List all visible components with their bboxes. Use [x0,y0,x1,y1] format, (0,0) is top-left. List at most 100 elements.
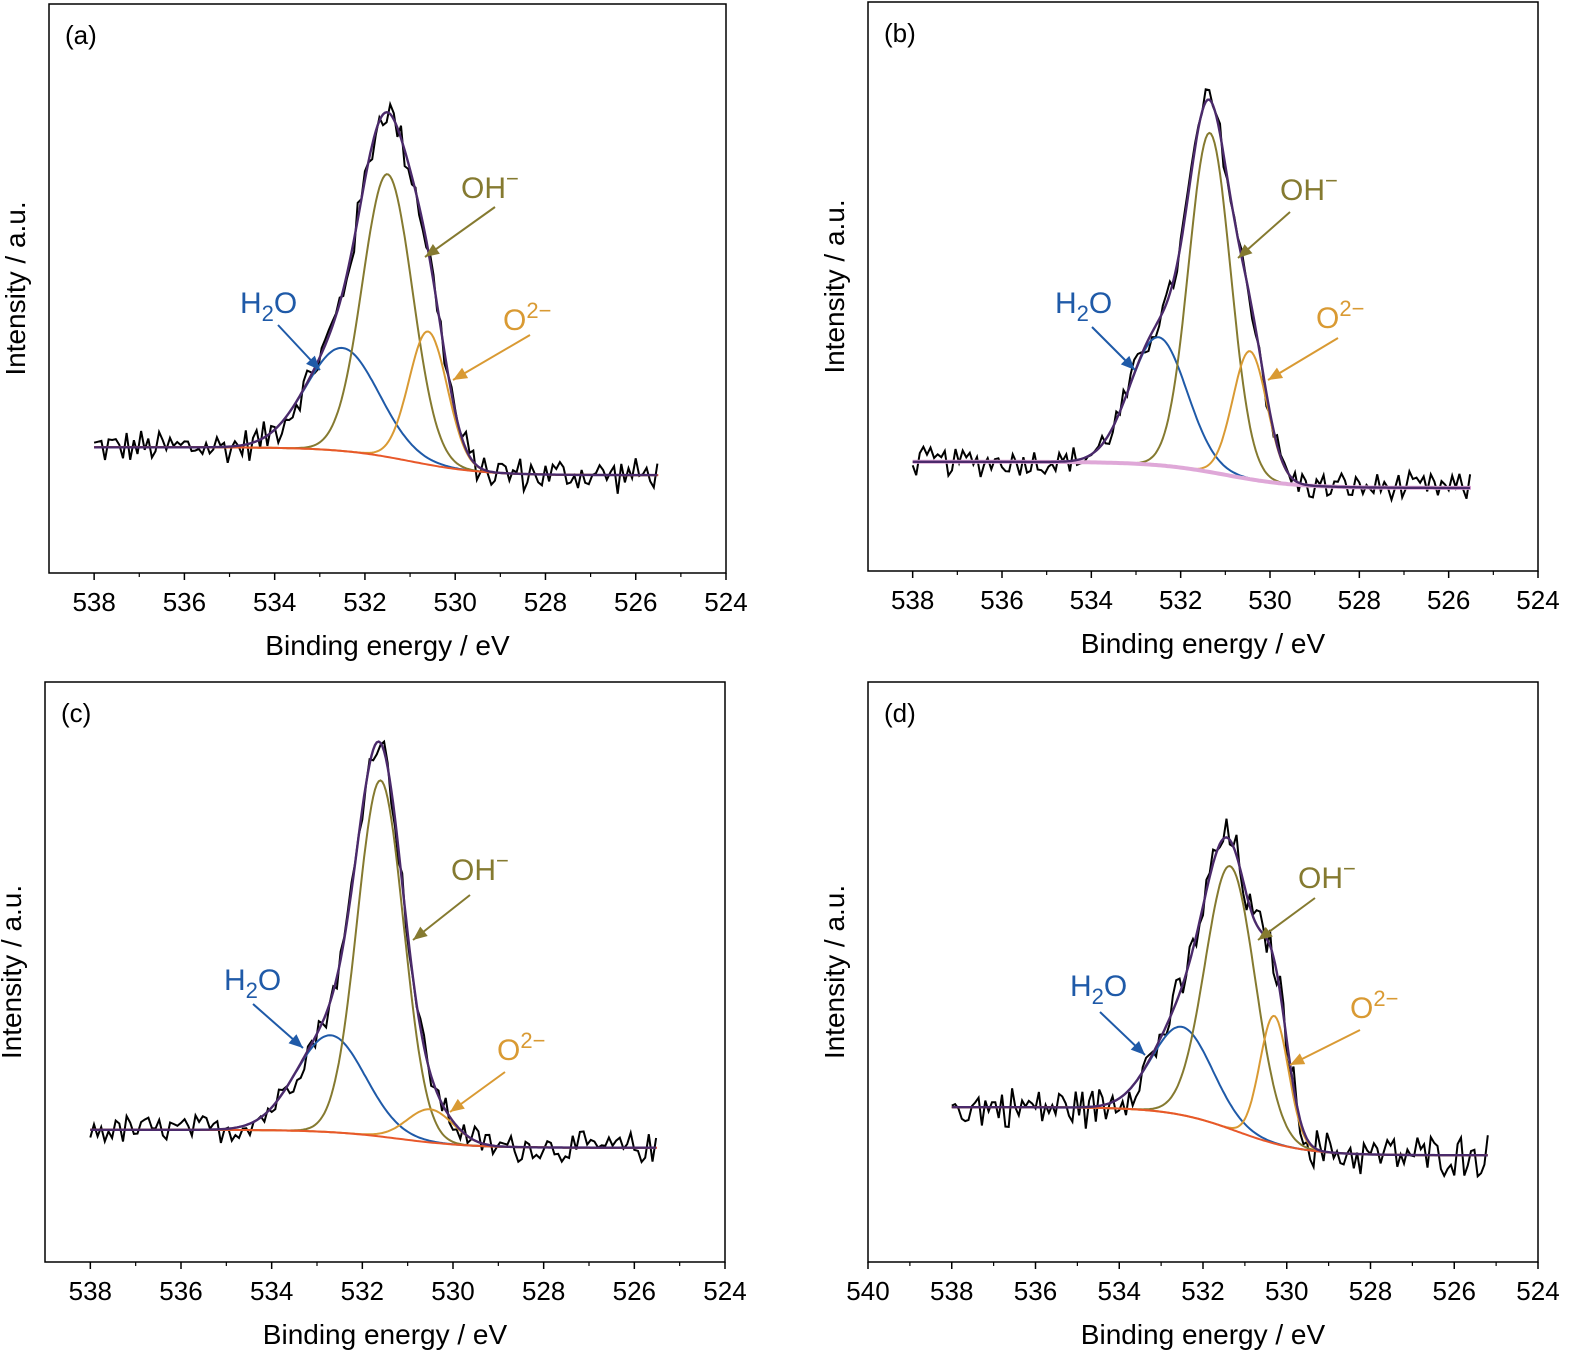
raw-data-line [89,739,658,1165]
peak-label-part: O [1316,302,1339,335]
x-tick-label: 530 [1248,585,1291,615]
x-tick-label: 526 [1427,585,1470,615]
peak-label-part: 2 [246,978,258,1003]
x-tick-label: 538 [891,585,934,615]
x-tick-label: 538 [69,1276,112,1306]
peak-label-part: − [506,166,519,191]
peak-label-part: − [496,848,509,873]
peak-label-part: 2− [1373,986,1398,1011]
fit-component-h2o [951,1025,1488,1157]
arrowhead-icon [450,1098,465,1112]
peak-label-part: OH [451,854,496,887]
x-tick-label: 524 [1516,1276,1559,1306]
peak-label-part: H [224,964,246,997]
peak-label-part: 2− [520,1028,545,1053]
arrowhead-icon [413,926,428,940]
x-tick-label: 528 [1349,1276,1392,1306]
x-tick-label: 528 [524,587,567,617]
plot-frame [48,3,727,574]
x-axis-label: Binding energy / eV [1081,628,1326,659]
peak-label-h2o: H2O [1055,287,1112,326]
x-tick-label: 534 [1070,585,1113,615]
x-tick-label: 536 [1014,1276,1057,1306]
x-axis-label: Binding energy / eV [265,630,510,661]
plot-frame [44,681,726,1263]
raw-data-line [911,88,1472,504]
arrow-line [424,206,496,258]
fit-component-o2 [94,330,658,477]
panel-label: (a) [65,20,97,50]
x-tick-label: 528 [522,1276,565,1306]
peak-label-part: OH [1298,862,1343,895]
panel-c: 538 536 534 532 530 528 526 524 Binding energy /… [0,681,747,1350]
peak-label-part: O [1350,992,1373,1025]
x-tick-label: 534 [253,587,296,617]
x-tick-label: 530 [431,1276,474,1306]
peak-label-part: − [1343,856,1356,881]
peak-label-oh: OH− [1280,168,1338,207]
peak-label-part: H [240,287,262,320]
panel-label: (c) [61,698,91,728]
x-axis-label: Binding energy / eV [1081,1319,1326,1350]
y-axis-label: Intensity / a.u. [819,199,850,373]
x-tick-label: 536 [159,1276,202,1306]
fit-component-h2o [912,336,1471,489]
peak-label-part: O [503,304,526,337]
panel-a: 538 536 534 532 530 528 526 524 Binding energy /… [0,3,748,661]
x-tick-label: 536 [980,585,1023,615]
panel-d: 540 538 536 534 532 530 528 526 524 Binding energ… [819,681,1560,1350]
peak-label-part: O [1104,970,1127,1003]
peak-label-part: 2− [526,298,551,323]
x-tick-label: 524 [703,1276,746,1306]
x-tick-label: 540 [846,1276,889,1306]
arrowhead-icon [425,243,440,257]
fit-component-oh [951,865,1488,1157]
arrowhead-icon [1258,926,1273,940]
x-tick-label: 528 [1338,585,1381,615]
peak-label-h2o: H2O [240,287,297,326]
arrowhead-icon [1238,244,1253,258]
peak-label-part: OH [1280,174,1325,207]
x-tick-label: 538 [930,1276,973,1306]
peak-label-part: 2 [262,301,274,326]
peak-label-o2: O2− [503,298,551,337]
peak-label-part: − [1325,168,1338,193]
y-axis-label: Intensity / a.u. [819,885,850,1059]
peak-label-o2: O2− [1350,986,1398,1025]
x-tick-label: 532 [343,587,386,617]
panel-b: 538 536 534 532 530 528 526 524 Binding energy /… [819,1,1560,659]
x-tick-label: 524 [704,587,747,617]
envelope-fit-line [94,110,658,477]
arrowhead-icon [453,367,469,380]
plot-frame [867,1,1539,572]
peak-label-part: O [274,287,297,320]
x-tick-label: 526 [1433,1276,1476,1306]
panel-label: (b) [884,18,916,48]
peak-label-h2o: H2O [224,964,281,1003]
peak-label-part: 2 [1092,984,1104,1009]
x-tick-label: 524 [1516,585,1559,615]
background-line [912,459,1471,490]
peak-label-part: O [1089,287,1112,320]
x-tick-label: 530 [1265,1276,1308,1306]
x-tick-label: 532 [1159,585,1202,615]
peak-label-h2o: H2O [1070,970,1127,1009]
arrowhead-icon [306,355,320,370]
arrowhead-icon [1120,355,1135,370]
envelope-fit-line [951,836,1488,1157]
peak-label-o2: O2− [497,1028,545,1067]
y-axis-label: Intensity / a.u. [0,885,27,1059]
fit-component-oh [912,131,1471,489]
x-tick-label: 536 [163,587,206,617]
fit-component-oh [94,173,658,477]
peak-label-part: 2 [1077,301,1089,326]
x-tick-label: 530 [434,587,477,617]
peak-label-part: 2− [1339,296,1364,321]
x-tick-label: 538 [72,587,115,617]
envelope-fit-line [90,740,657,1149]
arrowhead-icon [1268,367,1284,380]
peak-label-part: OH [461,172,506,205]
peak-label-oh: OH− [451,848,509,887]
peak-label-oh: OH− [1298,856,1356,895]
peak-label-o2: O2− [1316,296,1364,335]
